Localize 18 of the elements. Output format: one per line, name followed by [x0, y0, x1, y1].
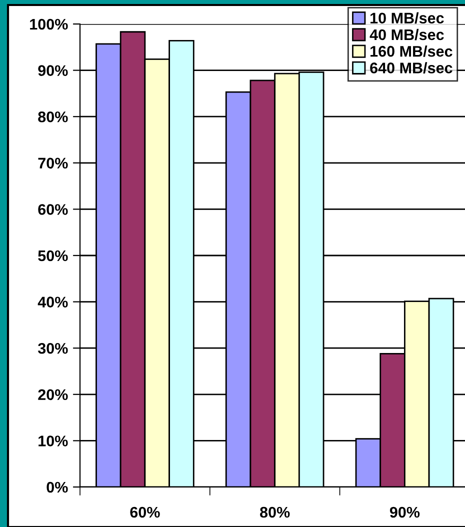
x-tick-label: 60%	[130, 506, 160, 518]
y-tick-label: 100%	[30, 18, 68, 30]
y-tick-label: 70%	[38, 158, 68, 169]
y-tick-label: 80%	[38, 111, 68, 122]
legend-label: 640 MB/sec	[370, 62, 452, 74]
x-tick-label: 90%	[390, 506, 420, 518]
y-tick-label: 20%	[38, 389, 68, 400]
legend-label: 40 MB/sec	[370, 28, 444, 40]
y-tick-label: 0%	[46, 482, 68, 493]
y-tick-label: 90%	[38, 65, 68, 76]
legend-label: 160 MB/sec	[370, 46, 452, 57]
y-tick-label: 60%	[38, 204, 68, 215]
y-tick-label: 40%	[38, 296, 68, 308]
legend-label: 10 MB/sec	[370, 12, 444, 24]
y-tick-label: 30%	[38, 342, 68, 354]
y-tick-label: 50%	[38, 250, 68, 262]
y-tick-label: 10%	[38, 436, 68, 446]
x-tick-label: 80%	[260, 506, 290, 518]
